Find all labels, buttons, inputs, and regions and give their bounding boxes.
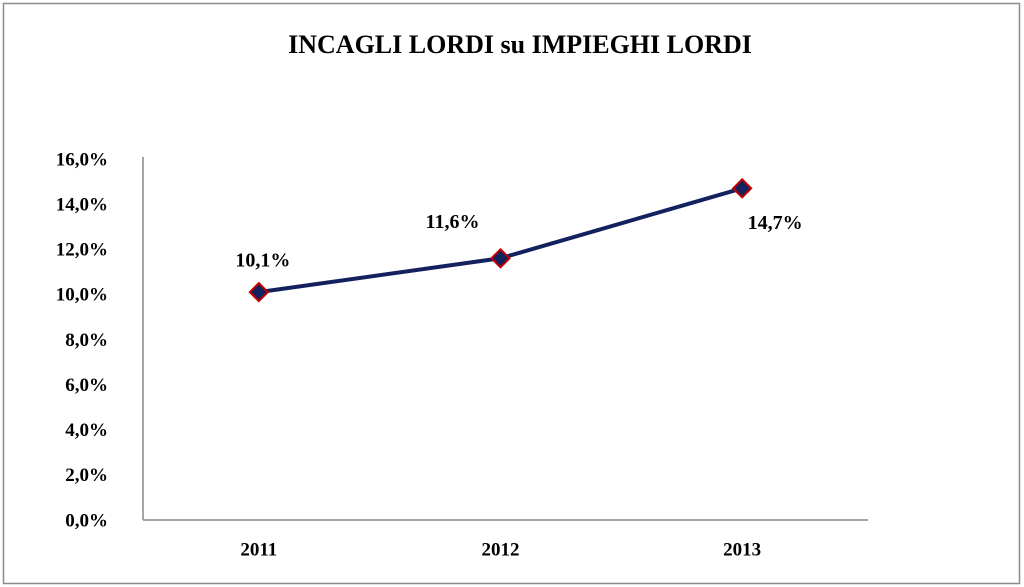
y-tick-label: 0,0% bbox=[65, 510, 108, 531]
y-tick-label: 2,0% bbox=[65, 465, 108, 486]
chart-title: INCAGLI LORDI su IMPIEGHI LORDI bbox=[288, 30, 752, 59]
y-tick-label: 14,0% bbox=[56, 194, 108, 215]
marker bbox=[248, 281, 270, 303]
y-tick-label: 8,0% bbox=[65, 330, 108, 351]
y-tick-label: 4,0% bbox=[65, 420, 108, 441]
data-label: 11,6% bbox=[426, 211, 480, 233]
y-tick-label: 12,0% bbox=[56, 240, 108, 261]
data-label: 14,7% bbox=[748, 212, 803, 234]
y-tick-label: 16,0% bbox=[56, 149, 108, 170]
y-tick-label: 6,0% bbox=[65, 375, 108, 396]
x-tick-label: 2013 bbox=[723, 539, 761, 560]
x-tick-label: 2011 bbox=[240, 539, 277, 560]
marker bbox=[490, 247, 511, 269]
y-tick-label: 10,0% bbox=[56, 285, 108, 306]
data-label: 10,1% bbox=[235, 250, 290, 272]
x-tick-label: 2012 bbox=[482, 539, 520, 560]
marker bbox=[731, 177, 753, 199]
